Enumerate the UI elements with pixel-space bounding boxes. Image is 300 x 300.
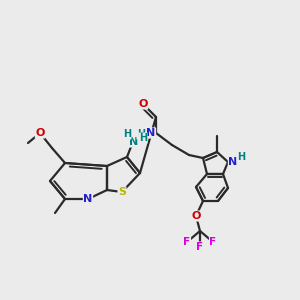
Text: O: O (191, 211, 201, 221)
Text: H: H (137, 129, 145, 139)
Text: N: N (129, 137, 139, 147)
Text: H: H (139, 133, 147, 143)
Text: O: O (35, 128, 45, 138)
Text: F: F (209, 237, 217, 247)
Text: F: F (183, 237, 190, 247)
Text: H: H (123, 129, 131, 139)
Text: O: O (138, 99, 148, 109)
Text: N: N (83, 194, 93, 204)
Text: F: F (196, 242, 204, 252)
Text: S: S (118, 187, 126, 197)
Text: N: N (146, 128, 156, 138)
Text: N: N (228, 157, 238, 167)
Text: H: H (237, 152, 245, 162)
